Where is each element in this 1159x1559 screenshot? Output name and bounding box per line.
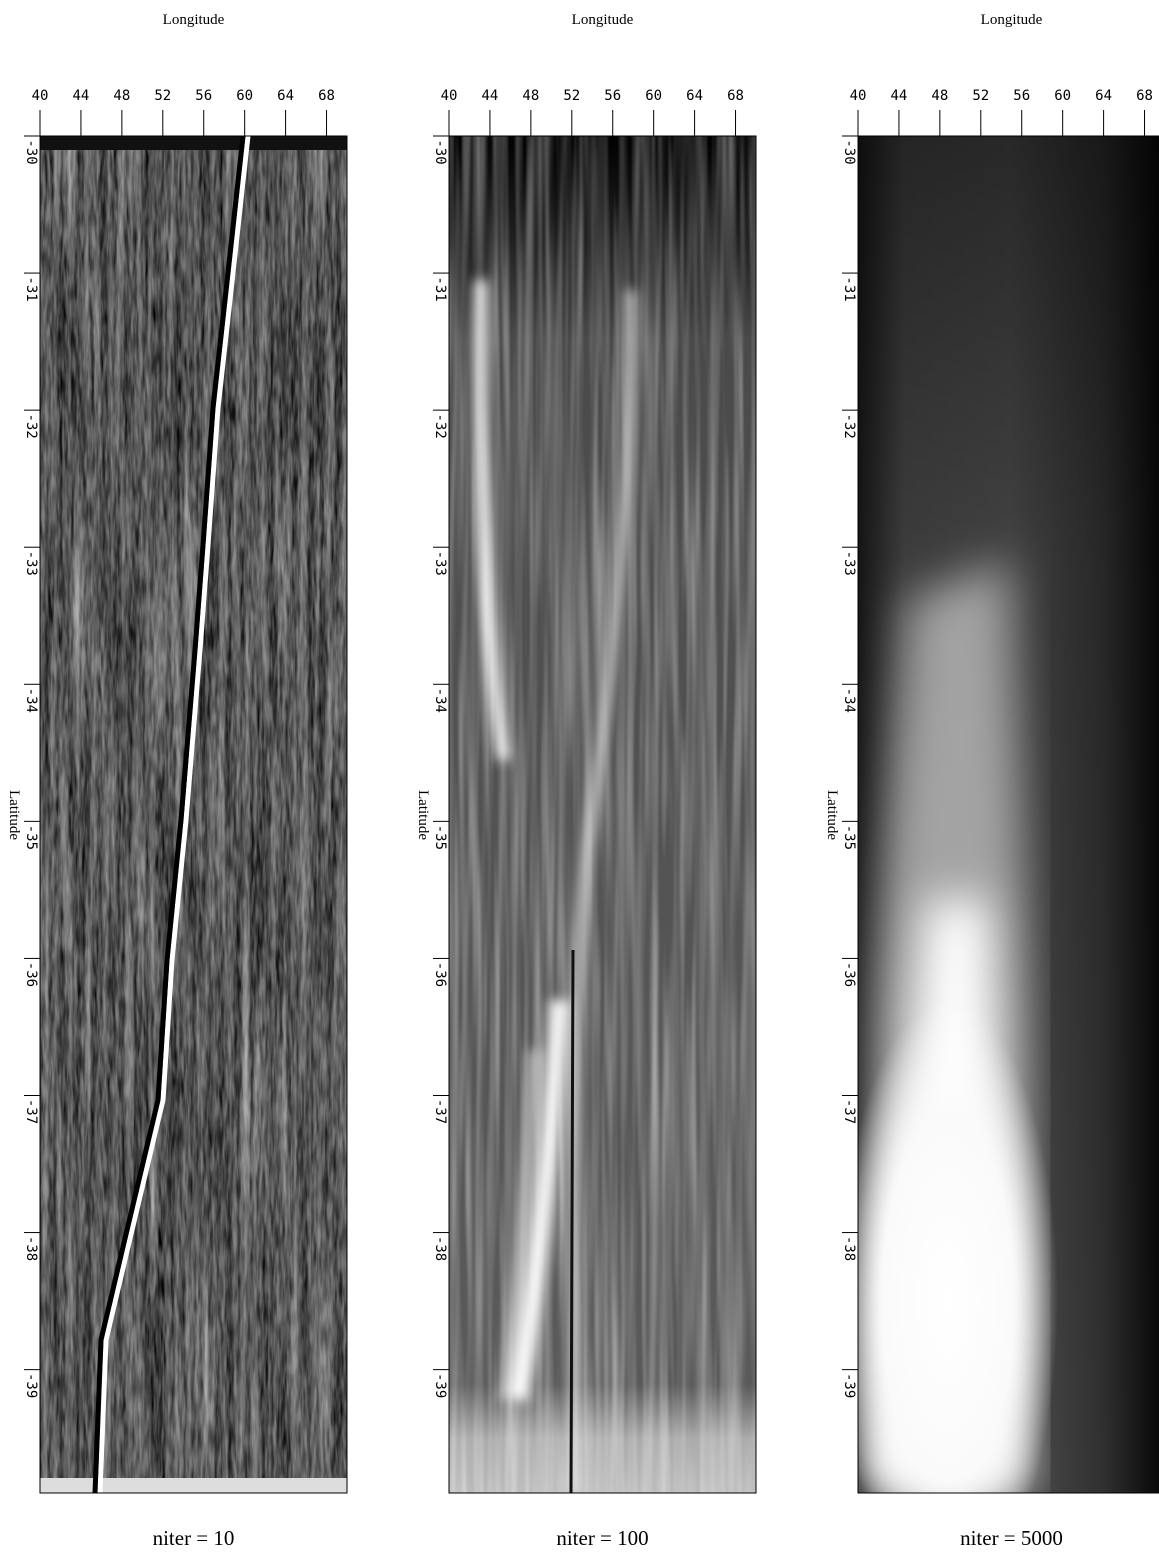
x-axis-title: Longitude — [981, 12, 1043, 28]
x-tick-label: 48 — [522, 88, 539, 104]
x-tick-label: 60 — [1054, 88, 1071, 104]
caption: niter = 10 — [153, 1526, 235, 1550]
x-tick-label: 64 — [1095, 88, 1112, 104]
x-tick-label: 44 — [482, 88, 499, 104]
x-tick-label: 60 — [236, 88, 253, 104]
y-tick-label: -33 — [23, 551, 39, 576]
panel: Longitude niter = 10 Latitude 40 44 48 52 56 60 6… — [6, 12, 347, 1550]
y-tick-label: -39 — [841, 1373, 857, 1398]
x-tick-label: 52 — [563, 88, 580, 104]
y-tick-label: -32 — [23, 413, 39, 438]
x-tick-label: 64 — [686, 88, 703, 104]
caption: niter = 100 — [556, 1526, 648, 1550]
y-tick-label: -37 — [841, 1099, 857, 1124]
panel: Longitude niter = 100 Latitude 40 44 48 52 56 60… — [415, 12, 756, 1550]
y-tick-label: -35 — [841, 825, 857, 850]
page: Longitude niter = 10 Latitude 40 44 48 52 56 60 6… — [0, 0, 1159, 1555]
figure: Longitude niter = 10 Latitude 40 44 48 52 56 60 6… — [0, 0, 1159, 1555]
x-tick-label: 68 — [727, 88, 744, 104]
y-tick-label: -34 — [23, 688, 39, 713]
image — [40, 136, 347, 1493]
x-tick-label: 48 — [931, 88, 948, 104]
y-tick-label: -33 — [841, 551, 857, 576]
y-tick-label: -30 — [23, 139, 39, 164]
x-tick-label: 40 — [850, 88, 867, 104]
y-tick-label: -33 — [432, 551, 448, 576]
y-tick-label: -36 — [23, 962, 39, 987]
x-axis-title: Longitude — [163, 12, 225, 28]
panel: Longitude niter = 5000 Latitude 40 44 48 52 56 6… — [824, 12, 1159, 1555]
x-tick-label: 56 — [604, 88, 621, 104]
y-axis-title: Latitude — [415, 790, 431, 840]
y-tick-label: -32 — [841, 413, 857, 438]
x-tick-label: 56 — [195, 88, 212, 104]
y-tick-label: -30 — [841, 139, 857, 164]
y-axis-title: Latitude — [6, 790, 22, 840]
y-tick-label: -38 — [432, 1236, 448, 1261]
x-tick-label: 44 — [73, 88, 90, 104]
x-tick-label: 64 — [277, 88, 294, 104]
y-tick-label: -31 — [23, 276, 39, 301]
y-tick-label: -35 — [432, 825, 448, 850]
image — [449, 136, 756, 1493]
y-tick-label: -38 — [841, 1236, 857, 1261]
x-tick-label: 52 — [972, 88, 989, 104]
caption: niter = 5000 — [960, 1526, 1063, 1550]
x-tick-label: 56 — [1013, 88, 1030, 104]
y-tick-label: -34 — [432, 688, 448, 713]
x-tick-label: 52 — [154, 88, 171, 104]
y-tick-label: -35 — [23, 825, 39, 850]
y-axis-title: Latitude — [824, 790, 840, 840]
x-tick-label: 48 — [113, 88, 130, 104]
y-tick-label: -36 — [841, 962, 857, 987]
y-tick-label: -31 — [432, 276, 448, 301]
y-tick-label: -30 — [432, 139, 448, 164]
image — [838, 136, 1159, 1555]
x-tick-label: 44 — [891, 88, 908, 104]
y-tick-label: -38 — [23, 1236, 39, 1261]
x-tick-label: 60 — [645, 88, 662, 104]
y-tick-label: -32 — [432, 413, 448, 438]
y-tick-label: -37 — [23, 1099, 39, 1124]
x-tick-label: 68 — [1136, 88, 1153, 104]
x-tick-label: 68 — [318, 88, 335, 104]
y-tick-label: -39 — [23, 1373, 39, 1398]
x-tick-label: 40 — [32, 88, 49, 104]
x-axis-title: Longitude — [572, 12, 634, 28]
y-tick-label: -34 — [841, 688, 857, 713]
y-tick-label: -36 — [432, 962, 448, 987]
y-tick-label: -37 — [432, 1099, 448, 1124]
y-tick-label: -39 — [432, 1373, 448, 1398]
y-tick-label: -31 — [841, 276, 857, 301]
x-tick-label: 40 — [441, 88, 458, 104]
